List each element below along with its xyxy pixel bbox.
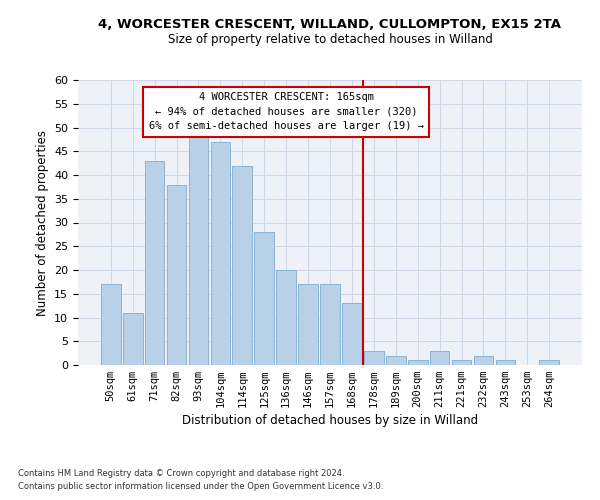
Bar [232, 166, 252, 365]
Text: Size of property relative to detached houses in Willand: Size of property relative to detached ho… [167, 32, 493, 46]
Text: 4 WORCESTER CRESCENT: 165sqm
← 94% of detached houses are smaller (320)
6% of se: 4 WORCESTER CRESCENT: 165sqm ← 94% of de… [149, 92, 424, 132]
Text: Contains public sector information licensed under the Open Government Licence v3: Contains public sector information licen… [18, 482, 383, 491]
Bar [276, 270, 296, 365]
Bar [101, 284, 121, 365]
Bar [298, 284, 318, 365]
Bar [473, 356, 493, 365]
Y-axis label: Number of detached properties: Number of detached properties [35, 130, 49, 316]
Bar [539, 360, 559, 365]
Bar [145, 161, 164, 365]
Bar [211, 142, 230, 365]
Bar [254, 232, 274, 365]
Text: Contains HM Land Registry data © Crown copyright and database right 2024.: Contains HM Land Registry data © Crown c… [18, 468, 344, 477]
X-axis label: Distribution of detached houses by size in Willand: Distribution of detached houses by size … [182, 414, 478, 428]
Bar [320, 284, 340, 365]
Bar [452, 360, 472, 365]
Bar [496, 360, 515, 365]
Bar [386, 356, 406, 365]
Bar [167, 184, 187, 365]
Bar [430, 351, 449, 365]
Bar [123, 313, 143, 365]
Bar [364, 351, 384, 365]
Bar [188, 128, 208, 365]
Text: 4, WORCESTER CRESCENT, WILLAND, CULLOMPTON, EX15 2TA: 4, WORCESTER CRESCENT, WILLAND, CULLOMPT… [98, 18, 562, 30]
Bar [342, 303, 362, 365]
Bar [408, 360, 428, 365]
